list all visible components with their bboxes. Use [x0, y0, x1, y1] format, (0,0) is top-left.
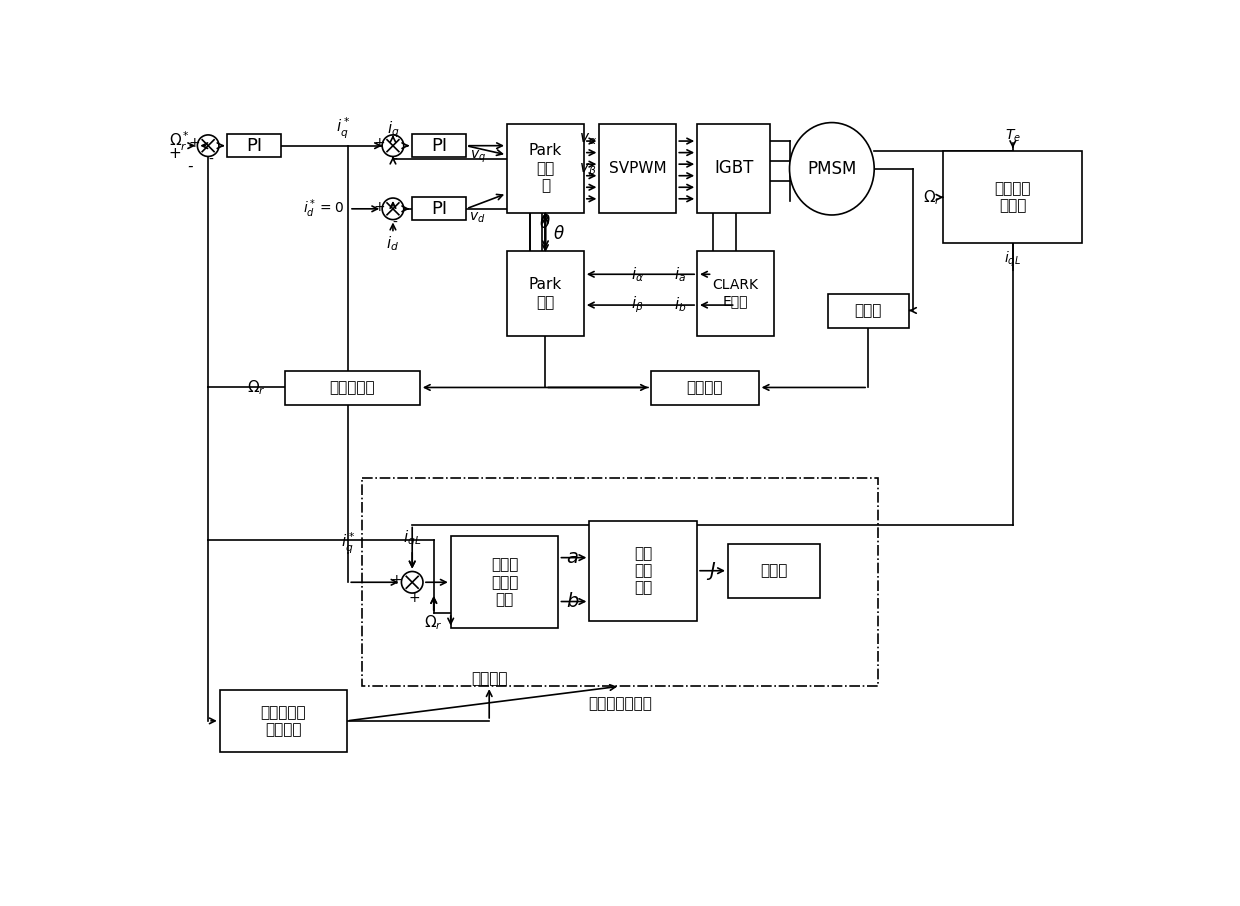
Text: +: +	[391, 573, 403, 587]
Text: $i_q^*$: $i_q^*$	[341, 531, 356, 556]
Text: $\Omega_r$: $\Omega_r$	[424, 613, 443, 632]
Text: $J$: $J$	[706, 560, 717, 582]
Text: $\theta$: $\theta$	[539, 214, 552, 232]
Text: -: -	[393, 152, 398, 167]
Bar	[450, 536, 558, 629]
Text: $v_q$: $v_q$	[470, 149, 486, 165]
Text: Park
逆变
换: Park 逆变 换	[528, 143, 562, 193]
Text: 系统动态状
态判断部: 系统动态状 态判断部	[260, 705, 306, 737]
Text: $\theta$: $\theta$	[553, 226, 564, 243]
Text: $i_q^*$: $i_q^*$	[336, 115, 350, 140]
Text: +: +	[373, 137, 384, 150]
Text: $b$: $b$	[565, 592, 579, 611]
Bar	[589, 521, 697, 621]
Text: $T_e$: $T_e$	[1004, 128, 1021, 144]
Text: $i_d^*=0$: $i_d^*=0$	[304, 198, 343, 220]
Bar	[412, 134, 466, 158]
Text: PI: PI	[247, 137, 263, 155]
Bar	[285, 371, 420, 405]
Text: CLARK
E变换: CLARK E变换	[713, 278, 759, 309]
Text: PI: PI	[432, 200, 448, 217]
Bar	[944, 151, 1083, 244]
Text: $i_a$: $i_a$	[675, 265, 686, 284]
Text: $\Omega_r$: $\Omega_r$	[923, 188, 941, 207]
Text: $i_b$: $i_b$	[673, 295, 687, 314]
Text: +: +	[373, 199, 384, 214]
Text: 计算
转动
惯量: 计算 转动 惯量	[634, 545, 652, 595]
Text: 编码器: 编码器	[854, 304, 882, 318]
Text: $v_\beta$: $v_\beta$	[579, 161, 596, 179]
Text: PMSM: PMSM	[807, 159, 857, 178]
Text: $v_d$: $v_d$	[470, 211, 486, 226]
Text: -: -	[208, 152, 213, 167]
Bar	[507, 124, 584, 213]
Circle shape	[382, 135, 404, 157]
Text: $i_q$: $i_q$	[387, 120, 399, 140]
Bar	[599, 124, 676, 213]
Text: IGBT: IGBT	[714, 159, 754, 178]
Text: 负载扰动
辨识部: 负载扰动 辨识部	[994, 181, 1030, 214]
Text: $\Omega_r^*$: $\Omega_r^*$	[169, 130, 190, 152]
Text: -: -	[187, 159, 193, 174]
Bar	[227, 134, 281, 158]
Ellipse shape	[790, 122, 874, 215]
Text: $i_d$: $i_d$	[387, 234, 399, 253]
Text: Park
变换: Park 变换	[528, 277, 562, 310]
Text: $i_{qL}$: $i_{qL}$	[1004, 249, 1022, 268]
Text: 转动惯量辨识部: 转动惯量辨识部	[588, 696, 652, 710]
Text: 角速度计算: 角速度计算	[330, 381, 376, 395]
Text: -: -	[393, 216, 398, 230]
Circle shape	[197, 135, 219, 157]
Bar	[697, 251, 774, 336]
Bar	[507, 251, 584, 336]
Bar	[728, 544, 821, 598]
Bar	[651, 371, 759, 405]
Text: $a$: $a$	[565, 548, 579, 567]
Text: +: +	[169, 146, 181, 161]
Bar	[697, 124, 770, 213]
Text: 存储器: 存储器	[760, 564, 787, 578]
Text: +: +	[188, 137, 200, 150]
Circle shape	[382, 198, 404, 219]
Text: 最小二
乘递推
估计: 最小二 乘递推 估计	[491, 557, 518, 607]
Text: $\Omega_r$: $\Omega_r$	[247, 378, 267, 397]
Text: 角度计算: 角度计算	[687, 381, 723, 395]
Text: +: +	[409, 591, 420, 604]
Circle shape	[402, 572, 423, 593]
Text: $v_\alpha$: $v_\alpha$	[579, 131, 596, 148]
Bar	[362, 478, 878, 686]
Text: $i_\alpha$: $i_\alpha$	[631, 265, 645, 284]
Bar	[219, 690, 347, 752]
Bar	[828, 294, 909, 328]
Bar	[412, 198, 466, 220]
Text: $i_{qL}$: $i_{qL}$	[403, 528, 422, 549]
Text: PI: PI	[432, 137, 448, 155]
Text: SVPWM: SVPWM	[609, 161, 667, 176]
Text: 使能开关: 使能开关	[471, 671, 507, 686]
Text: $i_\beta$: $i_\beta$	[631, 294, 644, 315]
